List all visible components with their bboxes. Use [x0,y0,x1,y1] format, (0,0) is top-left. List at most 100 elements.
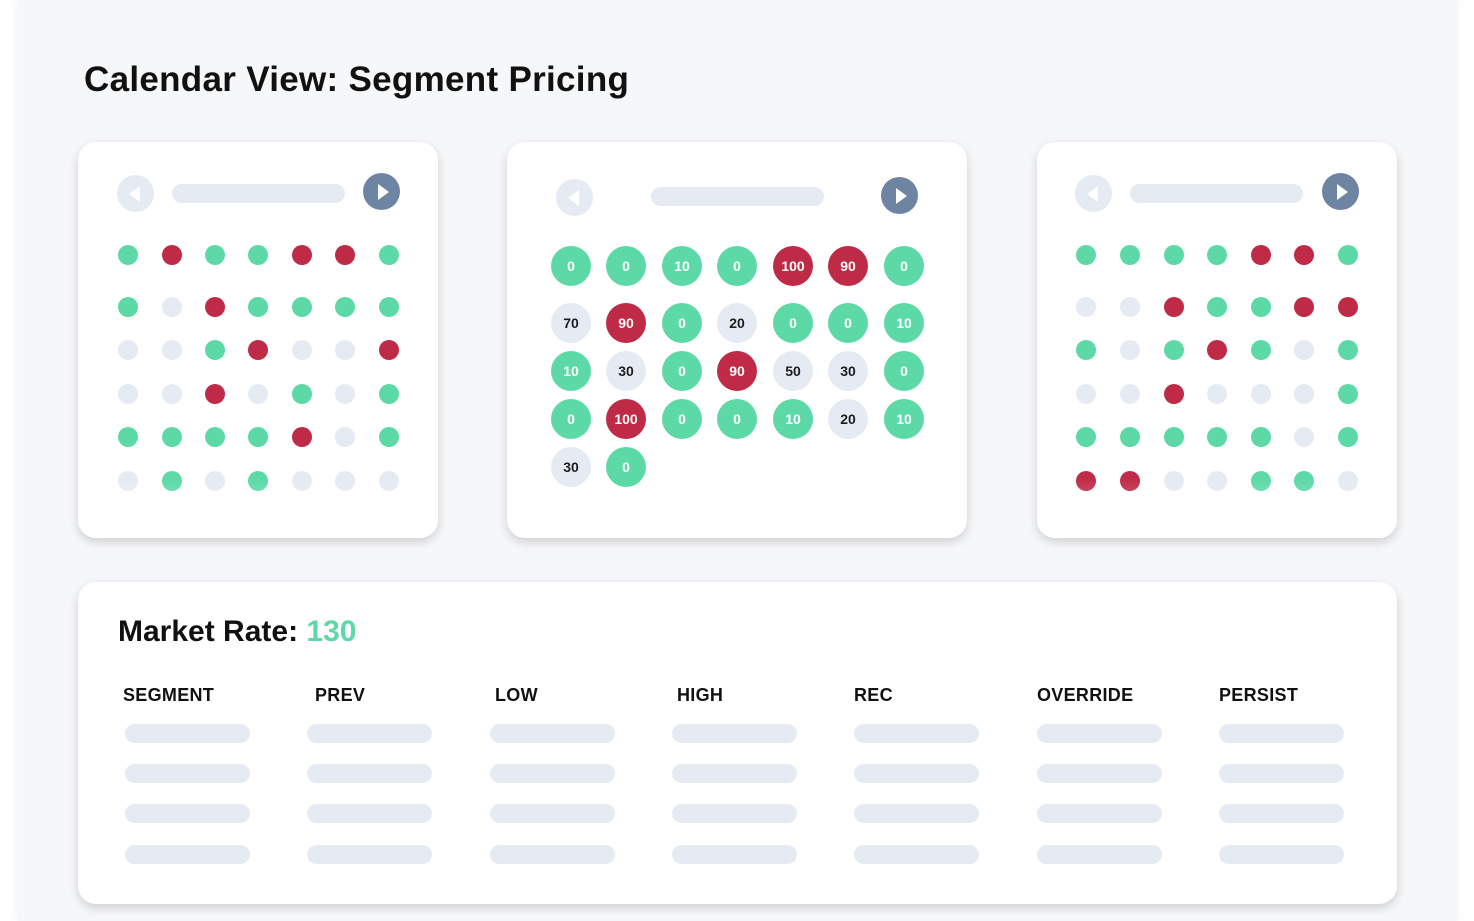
day-status-dot[interactable] [248,384,268,404]
day-status-dot[interactable] [118,471,138,491]
day-status-dot[interactable] [162,471,182,491]
day-value-pill[interactable]: 30 [828,351,868,391]
day-value-pill[interactable]: 70 [551,303,591,343]
day-status-dot[interactable] [1251,384,1271,404]
day-value-pill[interactable]: 0 [606,447,646,487]
day-value-pill[interactable]: 0 [551,399,591,439]
day-value-pill[interactable]: 10 [773,399,813,439]
day-status-dot[interactable] [1338,471,1358,491]
day-status-dot[interactable] [118,297,138,317]
day-status-dot[interactable] [1251,471,1271,491]
day-status-dot[interactable] [1207,340,1227,360]
day-status-dot[interactable] [1076,427,1096,447]
day-value-pill[interactable]: 90 [606,303,646,343]
day-status-dot[interactable] [162,384,182,404]
day-value-pill[interactable]: 0 [884,351,924,391]
day-status-dot[interactable] [292,297,312,317]
day-status-dot[interactable] [1294,427,1314,447]
day-status-dot[interactable] [1338,427,1358,447]
day-status-dot[interactable] [118,384,138,404]
day-value-pill[interactable]: 0 [662,351,702,391]
day-status-dot[interactable] [1251,297,1271,317]
day-status-dot[interactable] [292,245,312,265]
day-status-dot[interactable] [1294,297,1314,317]
day-status-dot[interactable] [162,340,182,360]
day-value-pill[interactable]: 0 [828,303,868,343]
day-value-pill[interactable]: 30 [551,447,591,487]
day-status-dot[interactable] [248,340,268,360]
day-status-dot[interactable] [335,297,355,317]
day-value-pill[interactable]: 0 [606,246,646,286]
day-status-dot[interactable] [335,340,355,360]
day-value-pill[interactable]: 20 [717,303,757,343]
day-status-dot[interactable] [379,427,399,447]
day-status-dot[interactable] [1294,340,1314,360]
day-status-dot[interactable] [1251,427,1271,447]
day-value-pill[interactable]: 20 [828,399,868,439]
day-status-dot[interactable] [118,340,138,360]
day-status-dot[interactable] [1338,384,1358,404]
day-status-dot[interactable] [1294,245,1314,265]
day-value-pill[interactable]: 0 [717,399,757,439]
day-status-dot[interactable] [205,297,225,317]
day-status-dot[interactable] [335,384,355,404]
day-value-pill[interactable]: 0 [551,246,591,286]
day-status-dot[interactable] [1120,245,1140,265]
day-status-dot[interactable] [1251,245,1271,265]
prev-month-button[interactable] [1075,175,1112,212]
day-status-dot[interactable] [248,427,268,447]
next-month-button[interactable] [1322,173,1359,210]
day-status-dot[interactable] [1120,384,1140,404]
column-header-segment[interactable]: SEGMENT [123,685,215,705]
day-status-dot[interactable] [1338,297,1358,317]
day-value-pill[interactable]: 0 [773,303,813,343]
day-status-dot[interactable] [335,427,355,447]
day-status-dot[interactable] [205,340,225,360]
day-status-dot[interactable] [248,245,268,265]
day-status-dot[interactable] [248,471,268,491]
day-status-dot[interactable] [379,297,399,317]
day-status-dot[interactable] [379,245,399,265]
day-status-dot[interactable] [1207,384,1227,404]
day-status-dot[interactable] [1251,340,1271,360]
day-status-dot[interactable] [292,340,312,360]
day-status-dot[interactable] [1207,245,1227,265]
day-status-dot[interactable] [1120,340,1140,360]
day-value-pill[interactable]: 10 [662,246,702,286]
day-status-dot[interactable] [248,297,268,317]
day-value-pill[interactable]: 100 [606,399,646,439]
day-status-dot[interactable] [1294,471,1314,491]
column-header-rec[interactable]: REC [854,685,893,705]
day-status-dot[interactable] [1076,245,1096,265]
column-header-persist[interactable]: PERSIST [1219,685,1299,705]
day-status-dot[interactable] [118,245,138,265]
day-status-dot[interactable] [205,384,225,404]
day-status-dot[interactable] [118,427,138,447]
day-status-dot[interactable] [1338,245,1358,265]
day-status-dot[interactable] [1120,471,1140,491]
day-status-dot[interactable] [205,471,225,491]
day-status-dot[interactable] [1207,471,1227,491]
day-status-dot[interactable] [1076,340,1096,360]
day-status-dot[interactable] [1164,427,1184,447]
day-value-pill[interactable]: 90 [717,351,757,391]
day-value-pill[interactable]: 100 [773,246,813,286]
day-value-pill[interactable]: 10 [884,303,924,343]
day-value-pill[interactable]: 90 [828,246,868,286]
day-status-dot[interactable] [1164,471,1184,491]
day-status-dot[interactable] [205,245,225,265]
prev-month-button[interactable] [556,179,593,216]
day-value-pill[interactable]: 50 [773,351,813,391]
day-status-dot[interactable] [292,427,312,447]
day-value-pill[interactable]: 10 [551,351,591,391]
column-header-high[interactable]: HIGH [677,685,724,705]
day-value-pill[interactable]: 0 [884,246,924,286]
day-status-dot[interactable] [1164,384,1184,404]
day-status-dot[interactable] [379,471,399,491]
prev-month-button[interactable] [117,175,154,212]
next-month-button[interactable] [881,177,918,214]
day-status-dot[interactable] [379,384,399,404]
day-status-dot[interactable] [1120,297,1140,317]
day-status-dot[interactable] [1076,471,1096,491]
day-status-dot[interactable] [335,471,355,491]
